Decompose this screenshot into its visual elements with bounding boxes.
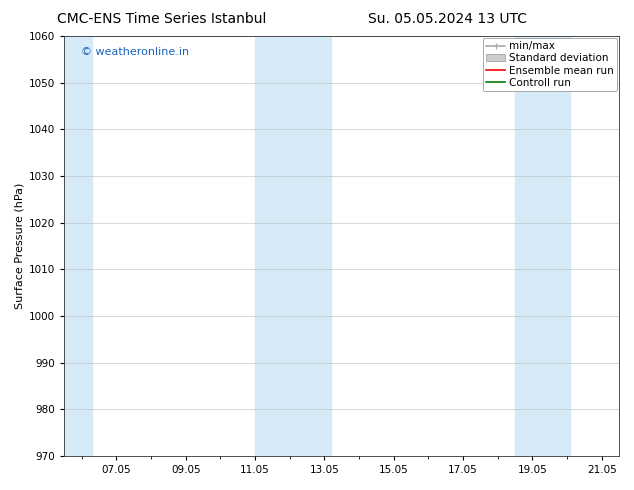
Text: CMC-ENS Time Series Istanbul: CMC-ENS Time Series Istanbul <box>57 12 266 26</box>
Text: Su. 05.05.2024 13 UTC: Su. 05.05.2024 13 UTC <box>368 12 527 26</box>
Bar <box>65 36 92 456</box>
Bar <box>515 36 571 456</box>
Text: © weatheronline.in: © weatheronline.in <box>81 47 189 57</box>
Y-axis label: Surface Pressure (hPa): Surface Pressure (hPa) <box>15 183 25 309</box>
Legend: min/max, Standard deviation, Ensemble mean run, Controll run: min/max, Standard deviation, Ensemble me… <box>483 38 617 91</box>
Bar <box>255 36 332 456</box>
